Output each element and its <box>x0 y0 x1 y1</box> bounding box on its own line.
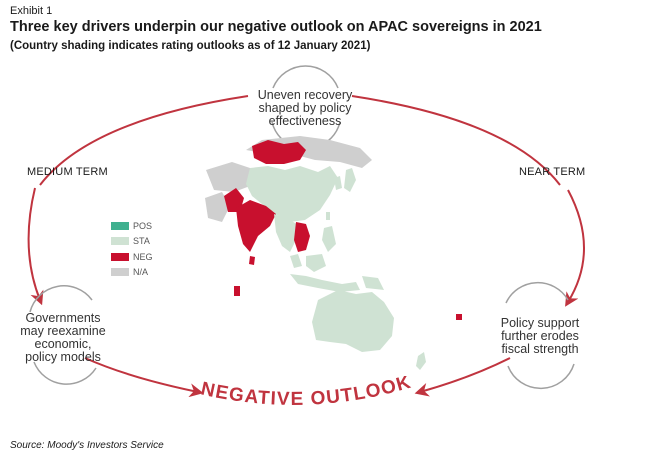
driver-top-line-1: Uneven recovery <box>257 88 353 102</box>
map-se-asia-mainland <box>274 214 300 252</box>
map-central-asia <box>206 162 250 192</box>
map-malaysia <box>290 254 302 268</box>
driver-right-line-2: further erodes <box>501 329 579 343</box>
driver-left-line-3: economic, <box>34 337 92 351</box>
map-china <box>246 166 338 222</box>
map-pacific-islands <box>456 314 462 320</box>
map-taiwan <box>326 212 330 220</box>
map-indonesia <box>290 274 360 292</box>
legend-swatch-sta <box>111 236 129 245</box>
arc-grey-top-upper <box>272 65 339 89</box>
legend-label-pos: POS <box>133 220 153 231</box>
arrow-right-to-outlook <box>414 357 511 397</box>
arrow-near-term <box>565 189 585 307</box>
driver-left-line-2: may reexamine <box>20 324 106 338</box>
map-maldives <box>234 286 240 296</box>
driver-left-line-1: Governments <box>25 311 101 325</box>
map-australia <box>312 290 394 352</box>
arc-top-right <box>351 95 561 186</box>
map-japan <box>344 168 356 192</box>
arrow-left-to-outlook <box>84 357 204 398</box>
map-india <box>236 200 276 252</box>
map-korea <box>334 176 342 190</box>
legend-item-sta: STA <box>111 235 150 246</box>
arc-grey-right-upper <box>505 281 569 304</box>
driver-left-line-4: policy models <box>25 350 101 364</box>
legend-item-pos: POS <box>111 220 152 231</box>
driver-top-line-2: shaped by policy <box>258 101 352 115</box>
legend-item-na: N/A <box>111 266 148 277</box>
map-mongolia <box>252 140 306 164</box>
map-philippines <box>322 226 336 252</box>
arc-top-left <box>39 95 249 186</box>
apac-map <box>205 136 462 370</box>
legend-label-sta: STA <box>133 235 150 246</box>
driver-top: Uneven recovery shaped by policy effecti… <box>240 89 370 128</box>
driver-right-line-1: Policy support <box>500 316 580 330</box>
legend-swatch-neg <box>111 252 129 261</box>
map-pakistan <box>224 188 244 212</box>
map-new-zealand <box>416 352 426 370</box>
chart-title: Three key drivers underpin our negative … <box>10 19 542 35</box>
exhibit-label: Exhibit 1 <box>10 5 53 17</box>
medium-term-label: MEDIUM TERM <box>27 166 108 178</box>
map-vietnam-laos-cambodia <box>294 222 310 252</box>
driver-top-line-3: effectiveness <box>268 114 342 128</box>
negative-outlook-text: NEGATIVE OUTLOOK <box>199 376 413 410</box>
chart-subtitle: (Country shading indicates rating outloo… <box>10 40 371 52</box>
arc-grey-left-upper <box>29 285 93 313</box>
arrow-medium-term <box>27 187 44 306</box>
arc-grey-left-lower <box>33 361 97 385</box>
legend-swatch-na <box>111 267 129 276</box>
legend-label-neg: NEG <box>133 251 153 262</box>
legend-swatch-pos <box>111 221 129 230</box>
map-sri-lanka <box>249 256 255 265</box>
arc-grey-right-lower <box>507 363 575 390</box>
legend-label-na: N/A <box>133 266 149 277</box>
source-note: Source: Moody's Investors Service <box>10 440 164 451</box>
svg-text:NEGATIVE OUTLOOK: NEGATIVE OUTLOOK <box>199 376 414 410</box>
map-borneo <box>306 254 326 272</box>
map-png <box>362 276 384 290</box>
map-middle-east <box>205 192 230 222</box>
negative-outlook-label: NEGATIVE OUTLOOK <box>199 376 414 410</box>
driver-right-line-3: fiscal strength <box>501 342 579 356</box>
near-term-label: NEAR TERM <box>519 166 586 178</box>
legend-item-neg: NEG <box>111 251 153 262</box>
driver-right: Policy support further erodes fiscal str… <box>485 317 595 356</box>
driver-left: Governments may reexamine economic, poli… <box>10 312 116 364</box>
